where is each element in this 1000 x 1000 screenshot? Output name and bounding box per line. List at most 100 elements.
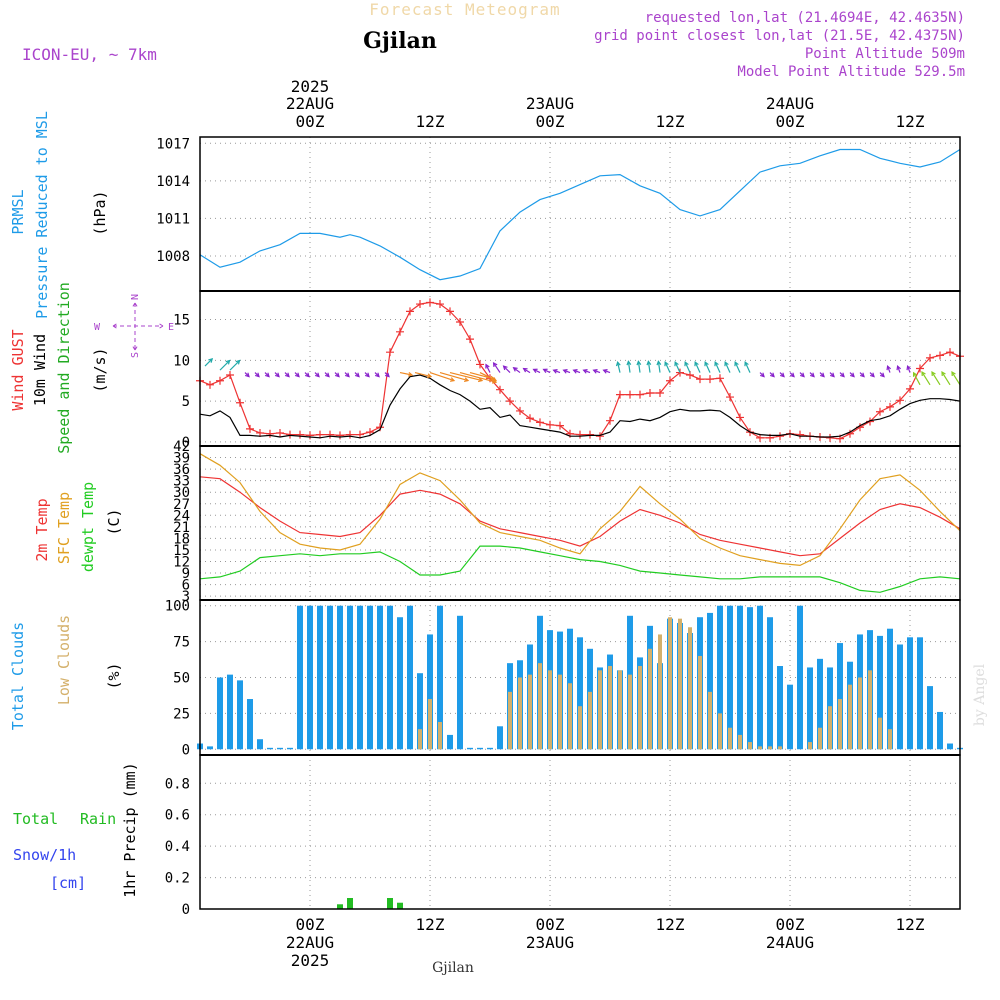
gust-marker [656,388,664,397]
low-cloud-bar [718,713,722,750]
gust-marker [936,351,944,360]
wind-barb-head [235,359,241,365]
low-cloud-bar [688,627,692,750]
low-cloud-bar [868,670,872,750]
low-cloud-bar [708,691,712,750]
top-axis-time: 00Z [536,112,565,131]
compass-arrows-icon [112,302,164,351]
wind-barb-head [254,372,260,378]
total-cloud-bar [797,605,803,750]
wind-barb [503,365,511,374]
total-cloud-bar [437,605,443,750]
total-cloud-bar [777,666,783,750]
gust-marker [556,421,564,430]
low-cloud-bar [778,746,782,750]
wind-barb [694,361,701,373]
panel-4: 0 0.2 0.4 0.6 0.8 [165,754,961,918]
total-cloud-bar [447,734,453,750]
gust-marker [926,353,934,362]
total-cloud-bar [217,677,223,750]
panel-frame [199,136,961,292]
bottom-axis-date: 24AUG [766,933,814,952]
total-cloud-bar [257,739,263,750]
model-point-altitude: Model Point Altitude 529.5m [737,64,965,80]
low-cloud-bar [588,691,592,750]
ytick-label: 0 [182,902,190,918]
top-axis-year: 2025 [291,77,330,96]
wind-barb-head [485,363,490,369]
low-cloud-bar [888,729,892,750]
bottom-axis-time: 12Z [656,915,685,934]
gust-marker [506,397,514,406]
total-cloud-bar [747,607,753,750]
gust-marker [476,360,484,369]
wind-barb-head [562,369,568,374]
panel-3: 0 25 50 75 100 [165,599,963,758]
wind-barb-head [849,372,855,378]
wind-barb [229,360,241,371]
total-cloud-bar [767,617,773,750]
gust-marker [266,429,274,438]
wind-barb-head [244,372,250,378]
top-axis-time: 12Z [656,112,685,131]
gust-marker [706,375,714,384]
percent-unit-label: (%) [105,662,123,689]
total-cloud-bar [297,605,303,750]
precip-bar [387,898,393,909]
wind-barb-head [284,372,290,378]
low-cloud-bar [528,674,532,750]
ytick-label: 75 [173,635,190,651]
gust-marker [436,300,444,309]
gust-marker [876,407,884,416]
total-cloud-bar [837,643,843,750]
low-cloud-bar [848,684,852,750]
total-cloud-bar [307,605,313,750]
wind-barb [493,362,501,373]
grid-point-coords: grid point closest lon,lat (21.5E, 42.43… [594,28,965,44]
wind-barb [617,362,621,373]
total-cloud-bar [907,637,913,750]
gust-marker [336,431,344,440]
wind-barb-head [274,372,280,378]
bottom-axis-date: 23AUG [526,933,574,952]
wind-barb-head [744,361,749,367]
series-line [199,374,961,439]
2m-temp-label: 2m Temp [33,498,51,561]
wind-barb-head [354,372,360,378]
low-cloud-bar [838,699,842,750]
total-cloud-bar [477,747,483,750]
wind-barb-head [799,372,805,378]
total-cloud-bar [927,686,933,750]
wind-barb-head [572,369,578,374]
model-label: ICON-EU, ~ 7km [22,45,157,64]
wind-barb [664,361,671,373]
wind-barb-head [941,370,946,377]
wind-barb-head [314,372,320,378]
ytick-label: 0 [182,742,190,758]
wind-barb-head [789,372,795,378]
wind-barb [523,368,531,374]
total-clouds-label: Total Clouds [9,622,27,730]
wind-barb [204,358,213,367]
wind-barb [627,361,631,373]
bottom-axis-time: 12Z [416,915,445,934]
point-altitude: Point Altitude 509m [805,46,965,62]
cm-unit-label: [cm] [50,874,86,892]
top-axis-time: 12Z [896,112,925,131]
precip-panel-labels: Total Rain Snow/1h [cm] 1hr Precip (mm) [13,762,139,897]
gust-marker [646,388,654,397]
ytick-label: 0.8 [165,776,190,792]
ytick-label: 18 [173,531,190,547]
total-cloud-bar [337,605,343,750]
total-cloud-bar [887,628,893,750]
gust-marker [306,431,314,440]
total-cloud-bar [407,605,413,750]
dewpt-temp-label: dewpt Temp [79,482,97,572]
gust-marker [496,385,504,394]
gust-marker [776,432,784,441]
gust-marker [206,380,214,389]
panel-frame [199,754,961,910]
wind-barb-head [512,367,518,372]
wind-barb [951,371,961,386]
wind-barb-head [829,372,835,378]
